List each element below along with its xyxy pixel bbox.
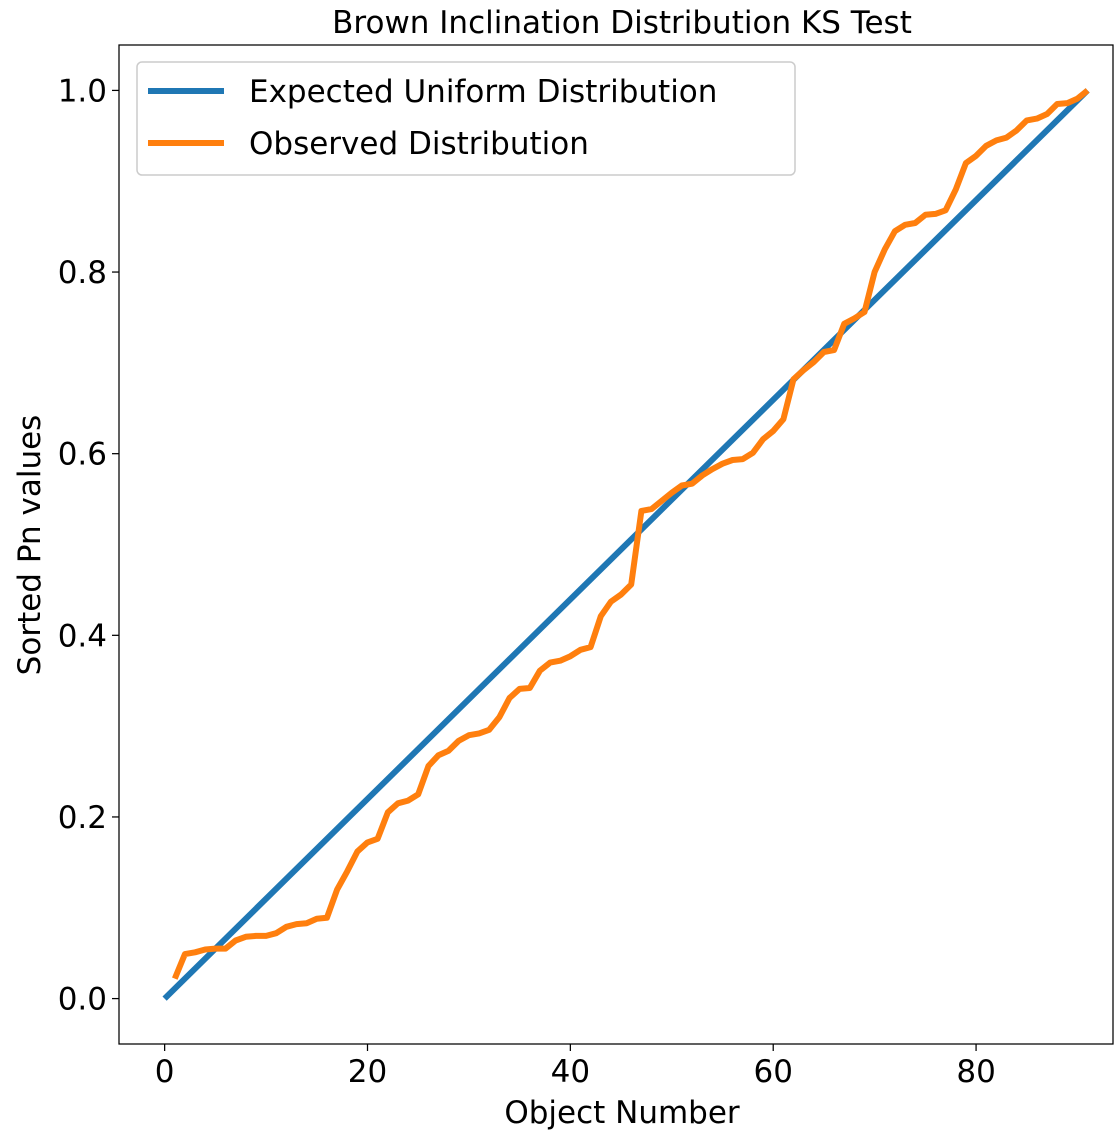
y-tick-label: 1.0 (58, 73, 107, 109)
x-tick-label: 0 (155, 1054, 175, 1090)
chart-title: Brown Inclination Distribution KS Test (332, 5, 912, 41)
x-tick-label: 20 (348, 1054, 387, 1090)
x-tick-label: 40 (551, 1054, 590, 1090)
series-line-observed (172, 88, 1090, 980)
x-axis-label: Object Number (504, 1095, 740, 1131)
x-tick-label: 80 (956, 1054, 995, 1090)
plot-area (162, 88, 1090, 1001)
axes-frame (118, 44, 1114, 1045)
legend: Expected Uniform Distribution Observed D… (136, 61, 796, 176)
y-tick-label: 0.6 (58, 437, 107, 473)
legend-box (136, 61, 796, 176)
series-line-expected (162, 88, 1090, 1001)
y-axis: 0.0 0.2 0.4 0.6 0.8 1.0 (58, 73, 119, 1018)
y-tick-label: 0.2 (58, 800, 107, 836)
legend-label-observed: Observed Distribution (249, 126, 589, 162)
y-tick-label: 0.0 (58, 982, 107, 1018)
x-axis: 0 20 40 60 80 (155, 1044, 996, 1090)
y-tick-label: 0.8 (58, 255, 107, 291)
y-axis-label: Sorted Pn values (12, 415, 48, 676)
y-tick-label: 0.4 (58, 618, 107, 654)
x-tick-label: 60 (753, 1054, 792, 1090)
legend-label-expected: Expected Uniform Distribution (249, 74, 717, 110)
